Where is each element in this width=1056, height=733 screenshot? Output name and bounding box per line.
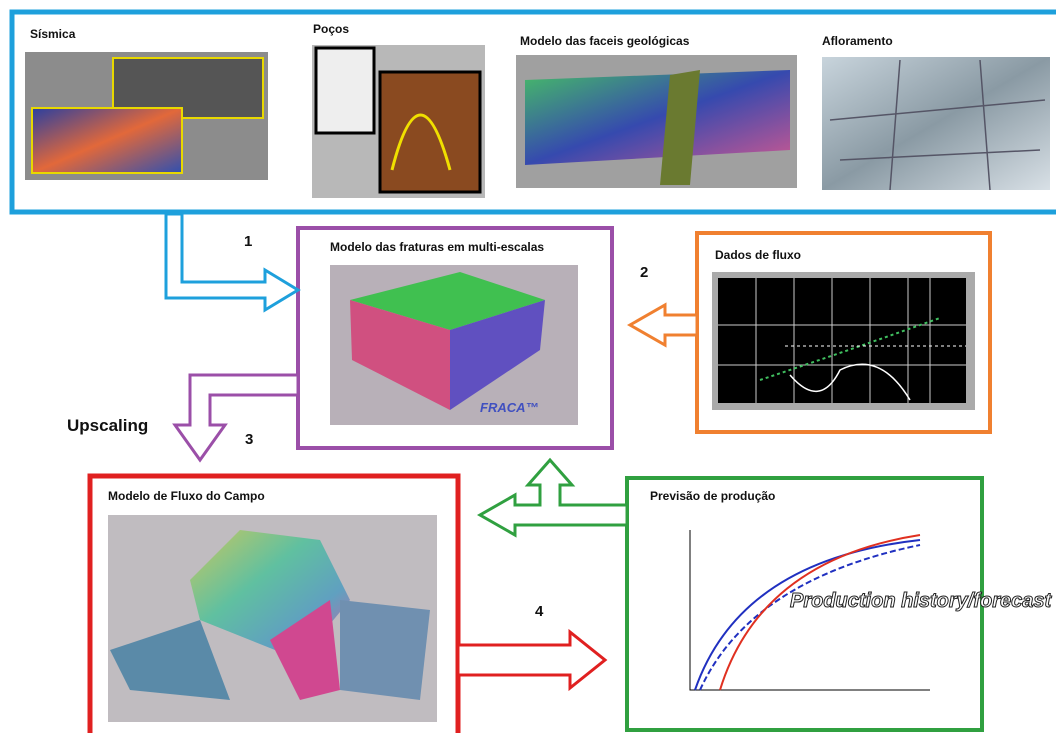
logo: FRACA™	[480, 400, 539, 415]
panel-title: Modelo das faceis geológicas	[520, 34, 690, 48]
arrow	[630, 305, 697, 345]
field-image	[108, 515, 437, 722]
fracture-image: FRACA™	[330, 265, 578, 425]
panel-title: Sísmica	[30, 27, 76, 41]
panel-title: Previsão de produção	[650, 489, 775, 503]
arrow	[458, 632, 605, 688]
diagram: Sísmica Poços Modelo das faceis geológic…	[0, 0, 1056, 733]
panel-title: Modelo das fraturas em multi-escalas	[330, 240, 544, 254]
wells-image	[312, 45, 485, 198]
seismic-image	[25, 52, 268, 180]
arrow	[480, 460, 627, 535]
panel-title: Modelo de Fluxo do Campo	[108, 489, 265, 503]
step-number: 1	[244, 233, 252, 250]
step-number: 4	[535, 603, 544, 620]
outcrop-image	[822, 57, 1050, 190]
panel-title: Afloramento	[822, 34, 893, 48]
forecast-image: Production history/forecast	[645, 520, 1052, 715]
upscaling-label: Upscaling	[67, 416, 148, 435]
step-number: 3	[245, 431, 253, 448]
facies-image	[516, 55, 797, 188]
flow-chart-image	[712, 272, 975, 410]
panel-title: Poços	[313, 22, 349, 36]
caption: Production history/forecast	[790, 590, 1052, 612]
arrow	[175, 375, 298, 460]
panel-title: Dados de fluxo	[715, 248, 801, 262]
arrow	[166, 214, 298, 310]
step-number: 2	[640, 264, 648, 281]
